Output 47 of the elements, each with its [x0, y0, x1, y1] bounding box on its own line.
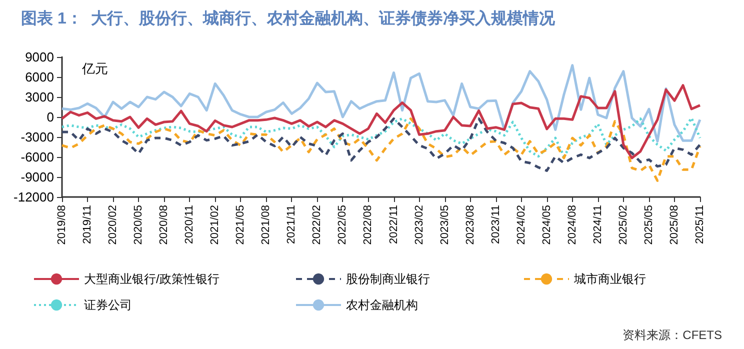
chart-title: 图表 1： 大行、股份行、城商行、农村金融机构、证券债券净买入规模情况: [21, 10, 556, 28]
x-tick-label: 2024/11: [592, 205, 604, 244]
x-tick-label: 2025/02: [617, 205, 630, 245]
x-tick-label: 2023/11: [490, 205, 502, 244]
y-axis-title: 亿元: [81, 61, 108, 76]
line-series: [60, 117, 702, 172]
x-tick-label: 2023/08: [464, 205, 476, 245]
legend-label: 城市商业银行: [573, 272, 646, 286]
y-tick-label: 0: [46, 110, 54, 124]
y-tick-label: 3000: [25, 90, 54, 104]
y-tick-label: 6000: [25, 70, 54, 84]
x-tick-label: 2022/02: [311, 205, 324, 245]
x-tick-label: 2020/02: [107, 205, 120, 245]
x-tick-label: 2020/11: [184, 205, 196, 244]
x-tick-label: 2023/02: [413, 205, 426, 245]
x-tick-label: 2024/02: [515, 205, 528, 245]
x-tick-label: 2025/05: [642, 205, 655, 245]
x-tick-label: 2019/08: [56, 205, 68, 245]
text: 资料来源：CFETS: [622, 328, 722, 342]
line-series: [60, 116, 702, 158]
line-series: [60, 84, 702, 160]
y-tick-label: -12000: [14, 190, 54, 204]
y-tick-label: -3000: [20, 130, 54, 144]
x-tick-label: 2021/08: [260, 205, 272, 245]
line-series: [60, 117, 702, 182]
legend-label: 农村金融机构: [346, 298, 418, 312]
legend-label: 股份制商业银行: [346, 272, 430, 286]
x-tick-label: 2021/05: [234, 205, 247, 245]
x-tick-label: 2025/08: [668, 205, 680, 245]
x-tick-label: 2020/05: [132, 205, 145, 245]
legend-label: 证券公司: [84, 298, 132, 312]
x-tick-label: 2024/08: [566, 205, 578, 245]
x-tick-label: 2022/11: [388, 205, 400, 244]
x-tick-label: 2023/05: [438, 205, 451, 245]
x-tick-label: 2019/11: [82, 205, 94, 244]
x-tick-label: 2020/08: [158, 205, 170, 245]
x-tick-label: 2025/11: [694, 205, 706, 244]
y-tick-label: -9000: [20, 170, 54, 184]
line-series: [60, 64, 702, 143]
x-tick-label: 2021/02: [209, 205, 222, 245]
legend-label: 大型商业银行/政策性银行: [84, 272, 220, 286]
x-tick-label: 2022/05: [336, 205, 349, 245]
x-tick-label: 2021/11: [286, 205, 298, 244]
y-tick-label: -6000: [20, 150, 54, 164]
x-tick-label: 2024/05: [540, 205, 553, 245]
y-tick-label: 9000: [25, 50, 54, 64]
x-tick-label: 2022/08: [362, 205, 374, 245]
